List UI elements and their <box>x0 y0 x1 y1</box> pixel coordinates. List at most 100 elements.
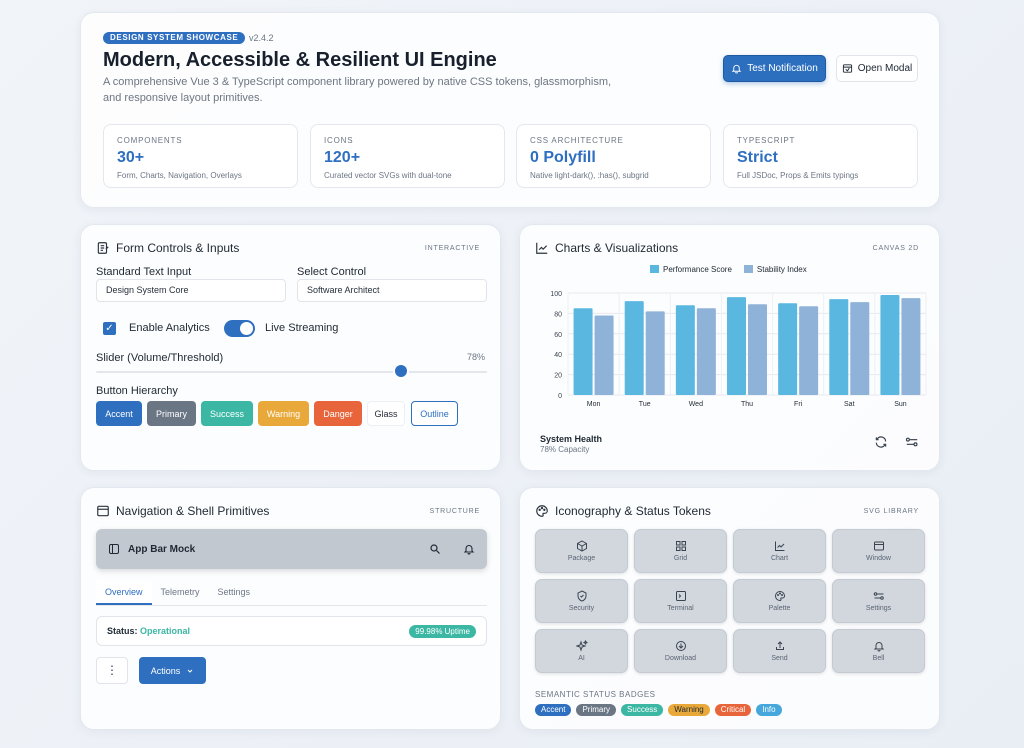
search-icon[interactable] <box>429 543 441 555</box>
system-health-title: System Health <box>540 434 603 444</box>
tile-label: Download <box>664 655 697 662</box>
bar-sat-0 <box>829 299 849 395</box>
tab-overview[interactable]: Overview <box>96 580 152 605</box>
form-icon <box>96 241 110 255</box>
icon-tile-chart[interactable]: Chart <box>733 529 826 573</box>
refresh-icon[interactable] <box>874 435 888 449</box>
sidebar-toggle-icon[interactable] <box>108 543 120 555</box>
accent-button[interactable]: Accent <box>96 401 142 426</box>
primary-button[interactable]: Primary <box>147 401 196 426</box>
test-notification-button[interactable]: Test Notification <box>723 55 826 82</box>
icon-tile-bell[interactable]: Bell <box>832 629 925 673</box>
y-tick-label: 100 <box>550 291 562 298</box>
outline-button[interactable]: Outline <box>411 401 458 426</box>
icon-tile-palette[interactable]: Palette <box>733 579 826 623</box>
bar-sun-1 <box>901 298 921 395</box>
slider-value: 78% <box>466 352 485 362</box>
send-icon <box>774 640 786 652</box>
icon-tile-settings[interactable]: Settings <box>832 579 925 623</box>
icon-tile-package[interactable]: Package <box>535 529 628 573</box>
danger-button[interactable]: Danger <box>314 401 362 426</box>
icon-tile-terminal[interactable]: Terminal <box>634 579 727 623</box>
stat-label: ICONS <box>324 136 354 145</box>
actions-label: Actions <box>150 665 181 676</box>
more-options-button[interactable]: ⋮ <box>96 657 128 684</box>
tile-label: Security <box>568 605 595 612</box>
analytics-label: Enable Analytics <box>129 322 210 334</box>
glass-button[interactable]: Glass <box>367 401 405 426</box>
panel-title: Navigation & Shell Primitives <box>116 504 270 518</box>
bar-thu-0 <box>727 297 746 395</box>
legend-swatch <box>650 265 659 273</box>
open-modal-button[interactable]: Open Modal <box>836 55 918 82</box>
standard-text-input[interactable]: Design System Core <box>96 279 286 302</box>
warning-button[interactable]: Warning <box>258 401 309 426</box>
icon-tile-grid[interactable]: Grid <box>634 529 727 573</box>
chart-icon <box>535 241 549 255</box>
tile-label: Window <box>866 555 891 562</box>
app-bar: App Bar Mock <box>96 529 487 569</box>
filter-icon[interactable] <box>905 436 919 448</box>
charts-panel: Charts & Visualizations CANVAS 2D Perfor… <box>519 224 940 471</box>
bar-mon-1 <box>594 315 614 395</box>
badge-critical: Critical <box>714 704 752 716</box>
button-hierarchy-label: Button Hierarchy <box>96 385 178 397</box>
test-notification-label: Test Notification <box>747 63 818 74</box>
page-description: A comprehensive Vue 3 & TypeScript compo… <box>103 76 612 104</box>
icon-tile-window[interactable]: Window <box>832 529 925 573</box>
bell-icon <box>873 640 885 652</box>
stat-card-typescript: TYPESCRIPT Strict Full JSDoc, Props & Em… <box>723 124 918 188</box>
icon-tile-send[interactable]: Send <box>733 629 826 673</box>
open-modal-label: Open Modal <box>857 63 913 74</box>
bar-thu-1 <box>748 304 767 395</box>
icon-tile-security[interactable]: Security <box>535 579 628 623</box>
tile-label: Terminal <box>667 605 694 612</box>
stat-card-css: CSS ARCHITECTURE 0 Polyfill Native light… <box>516 124 711 188</box>
stat-sub: Native light-dark(), :has(), subgrid <box>530 171 649 180</box>
icon-tile-ai[interactable]: AI <box>535 629 628 673</box>
version-label: v2.4.2 <box>249 33 274 43</box>
panel-header: Iconography & Status Tokens <box>535 504 711 518</box>
bell-icon <box>731 63 742 74</box>
actions-dropdown-button[interactable]: Actions <box>139 657 206 684</box>
download-icon <box>675 640 687 652</box>
success-button[interactable]: Success <box>201 401 253 426</box>
bar-wed-1 <box>696 308 716 395</box>
select-label: Select Control <box>297 266 367 278</box>
stat-sub: Curated vector SVGs with dual-tone <box>324 171 452 180</box>
tab-bar: Overview Telemetry Settings <box>96 580 487 606</box>
slider-label: Slider (Volume/Threshold) <box>96 352 224 364</box>
chart-icon <box>774 540 786 552</box>
palette-icon <box>774 590 786 602</box>
tab-settings[interactable]: Settings <box>217 587 251 597</box>
bell-icon[interactable] <box>463 543 475 555</box>
analytics-checkbox[interactable]: ✓ <box>103 322 116 335</box>
icon-tile-download[interactable]: Download <box>634 629 727 673</box>
app-bar-title: App Bar Mock <box>128 543 196 555</box>
settings-icon <box>873 590 885 602</box>
stat-value: 30+ <box>117 149 145 166</box>
slider-track[interactable] <box>96 371 487 373</box>
slider-thumb[interactable] <box>394 365 407 377</box>
tab-telemetry[interactable]: Telemetry <box>160 587 200 597</box>
x-tick-label: Mon <box>587 401 601 408</box>
window-icon <box>96 504 110 518</box>
tile-label: AI <box>578 655 585 662</box>
page-title: Modern, Accessible & Resilient UI Engine <box>103 49 497 71</box>
panel-header: Form Controls & Inputs <box>96 241 239 255</box>
live-streaming-toggle[interactable] <box>224 320 255 337</box>
bar-tue-1 <box>645 311 665 395</box>
stat-label: TYPESCRIPT <box>737 136 796 145</box>
tile-label: Chart <box>770 555 789 562</box>
badge-warning: Warning <box>668 704 710 716</box>
tile-label: Settings <box>865 605 892 612</box>
status-label: Status: <box>107 626 138 636</box>
bar-sat-1 <box>850 302 870 395</box>
sparkles-icon <box>575 640 588 652</box>
live-streaming-label: Live Streaming <box>265 322 339 334</box>
select-control[interactable]: Software Architect <box>297 279 487 302</box>
y-tick-label: 0 <box>558 393 562 400</box>
x-tick-label: Fri <box>794 401 803 408</box>
stat-value: Strict <box>737 149 778 166</box>
package-icon <box>576 540 588 552</box>
